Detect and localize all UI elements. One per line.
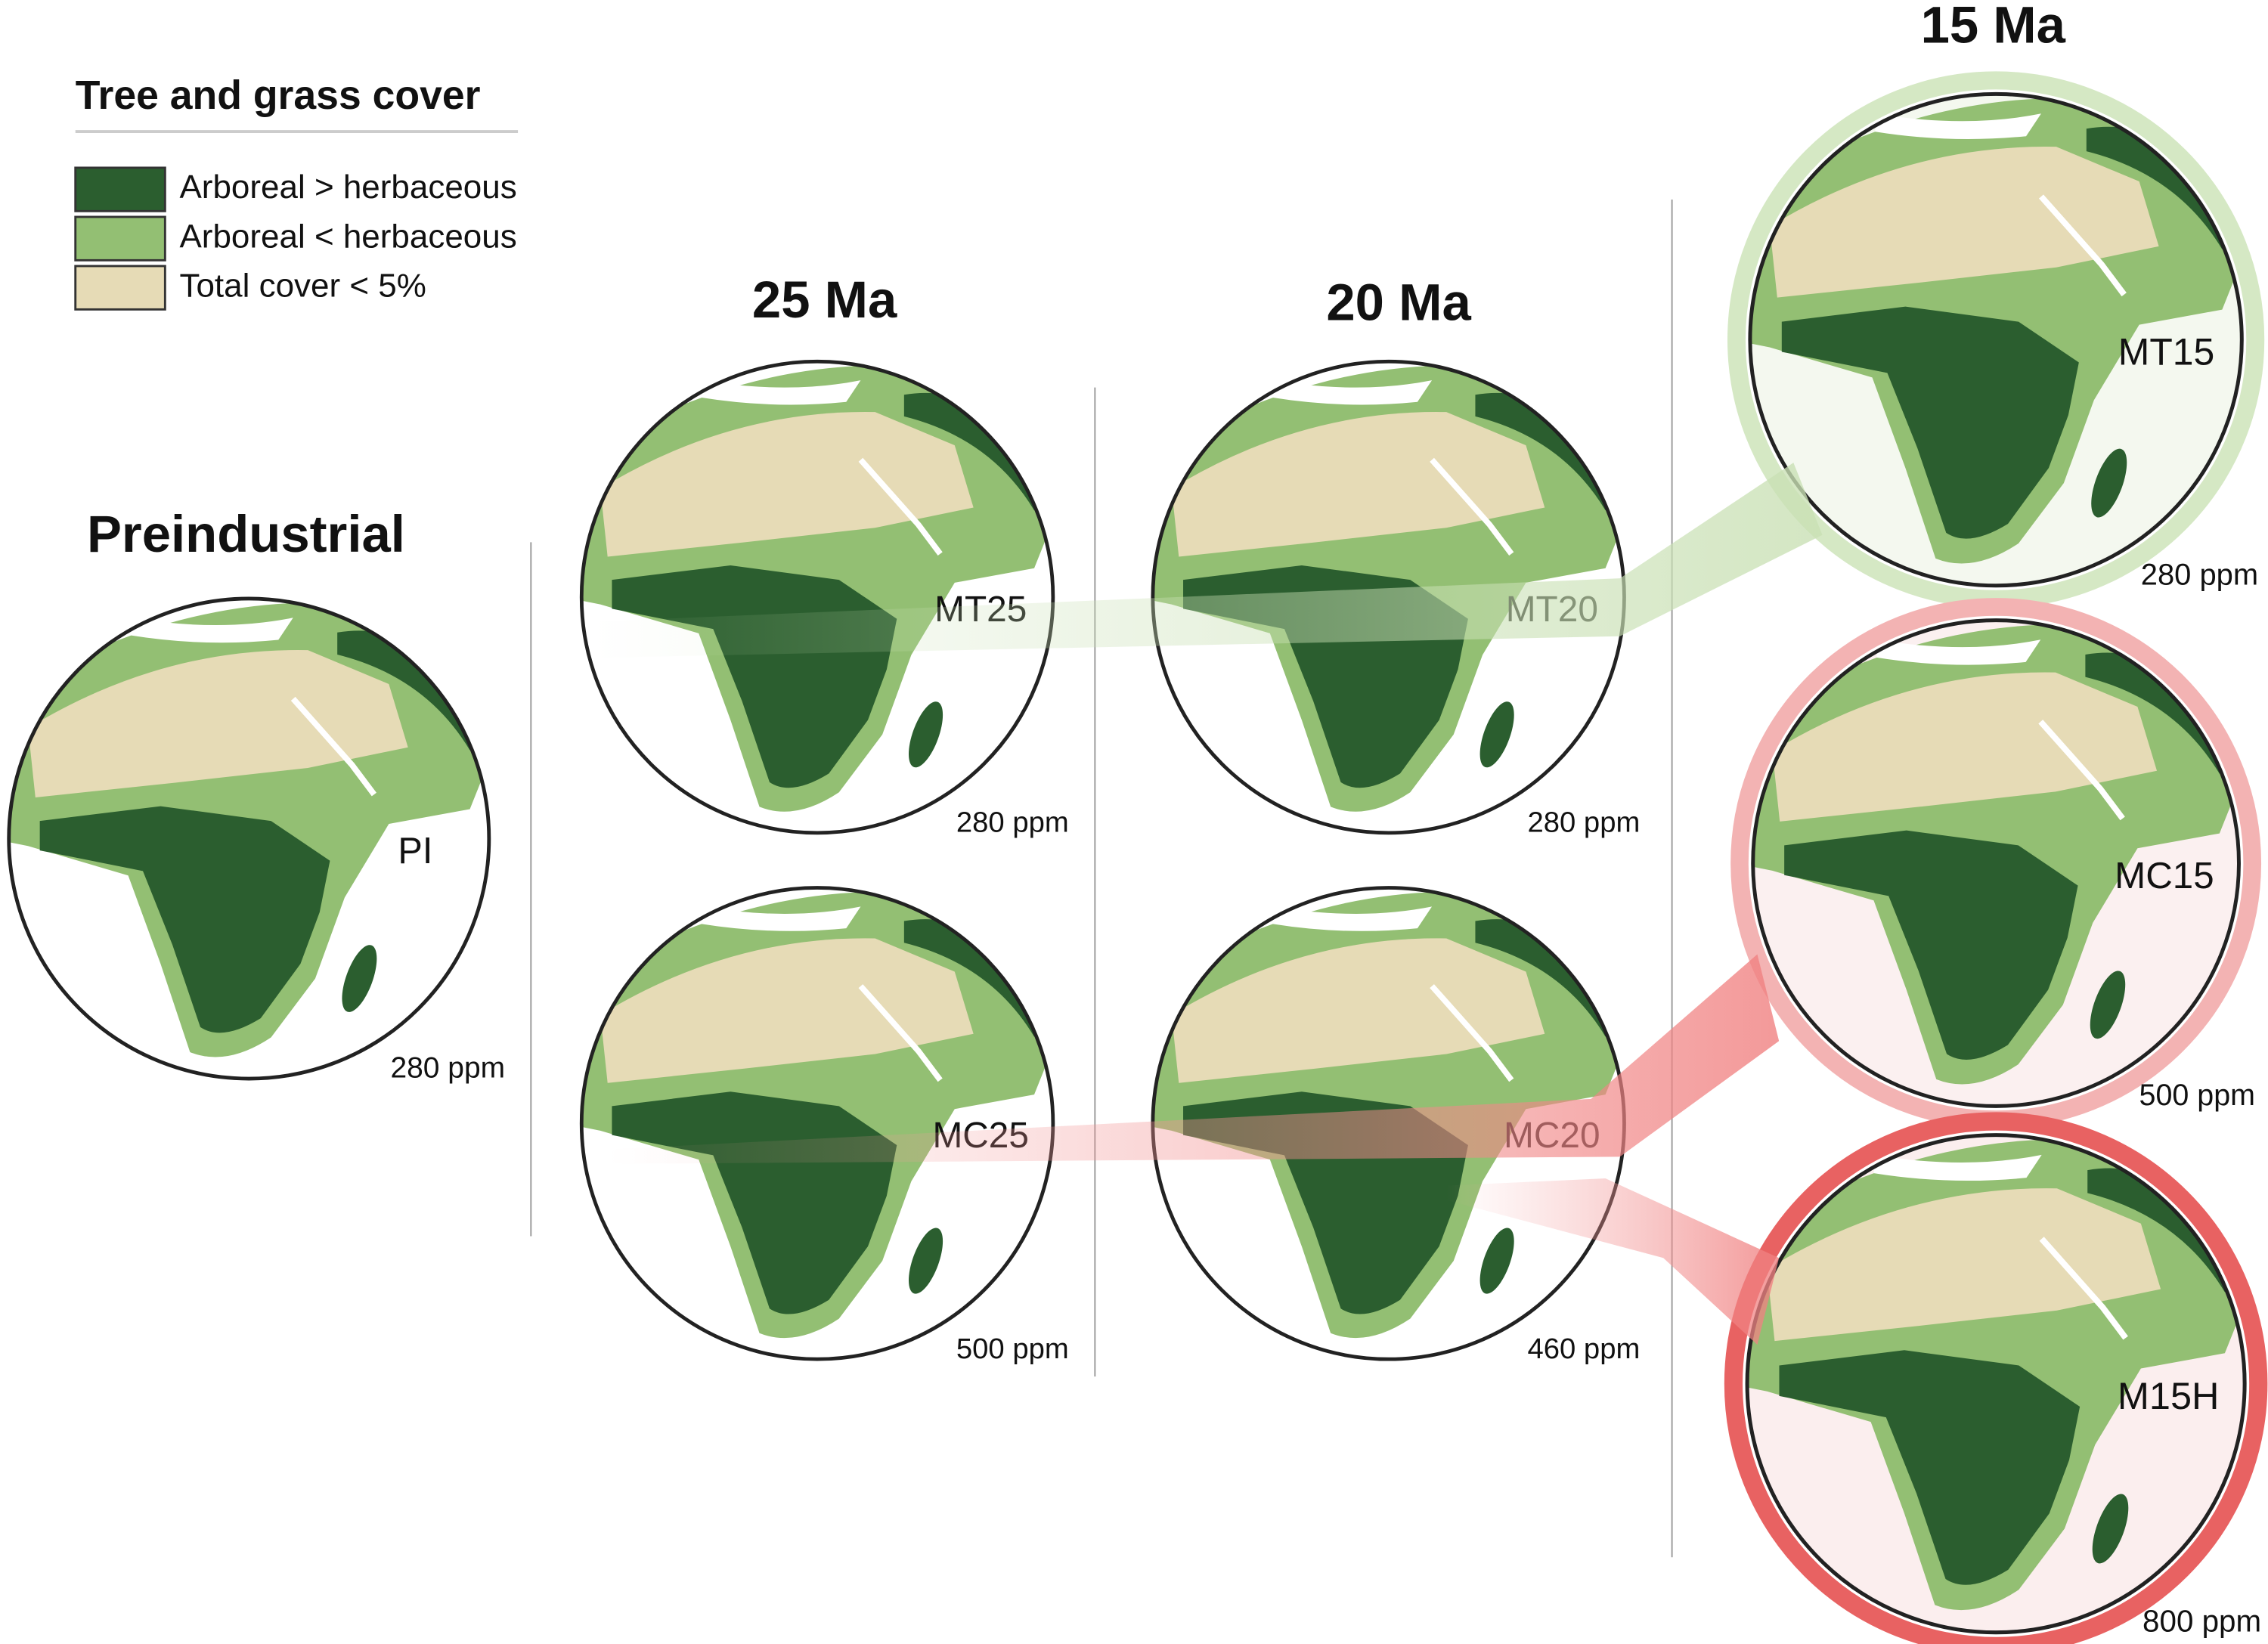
globe-label: MT15	[2118, 331, 2214, 373]
co2-label: 280 ppm	[1527, 806, 1640, 838]
globe-outline	[7, 596, 491, 1081]
globe: MT15 280 ppm	[1727, 71, 2265, 608]
connector-green	[593, 463, 1823, 658]
legend-title: Tree and grass cover	[76, 73, 481, 118]
legend-label: Total cover < 5%	[179, 267, 426, 304]
co2-label: 460 ppm	[1527, 1333, 1640, 1365]
globe: MC25500 ppm	[579, 886, 1069, 1365]
co2-label: 280 ppm	[956, 806, 1069, 838]
co2-label: 500 ppm	[956, 1333, 1069, 1365]
column-header: 15 Ma	[1921, 0, 2066, 54]
column-header: 20 Ma	[1326, 274, 1471, 332]
globe: M15H 800 ppm	[1724, 1112, 2268, 1644]
legend-swatch	[74, 265, 166, 311]
legend-label: Arboreal < herbaceous	[179, 218, 516, 255]
legend-label: Arboreal > herbaceous	[179, 169, 516, 206]
connector-red	[607, 954, 1780, 1164]
column-header: 25 Ma	[752, 271, 897, 329]
globe-outline	[579, 886, 1055, 1361]
connectors	[593, 463, 1823, 1345]
co2-label: 280 ppm	[390, 1052, 505, 1085]
legend-swatch	[74, 215, 166, 262]
globe-label: MC15	[2115, 855, 2214, 896]
globe-outline	[1748, 91, 2244, 588]
globe-halo	[1724, 1112, 2268, 1644]
globe: MC15 500 ppm	[1730, 598, 2262, 1129]
globe: PI 280 ppm	[7, 596, 505, 1085]
globe-label: M15H	[2118, 1374, 2220, 1417]
connector-red	[1446, 1178, 1780, 1345]
globe-label: PI	[398, 831, 432, 872]
co2-label: 800 ppm	[2143, 1603, 2261, 1638]
column-header: Preindustrial	[87, 505, 405, 563]
globe-outline	[579, 359, 1055, 835]
globe-outline	[1751, 618, 2241, 1108]
globe-outline	[1745, 1133, 2247, 1635]
co2-label: 500 ppm	[2139, 1079, 2255, 1112]
legend-swatch	[74, 166, 166, 212]
globe: MT25280 ppm	[579, 359, 1069, 838]
co2-label: 280 ppm	[2141, 558, 2258, 591]
